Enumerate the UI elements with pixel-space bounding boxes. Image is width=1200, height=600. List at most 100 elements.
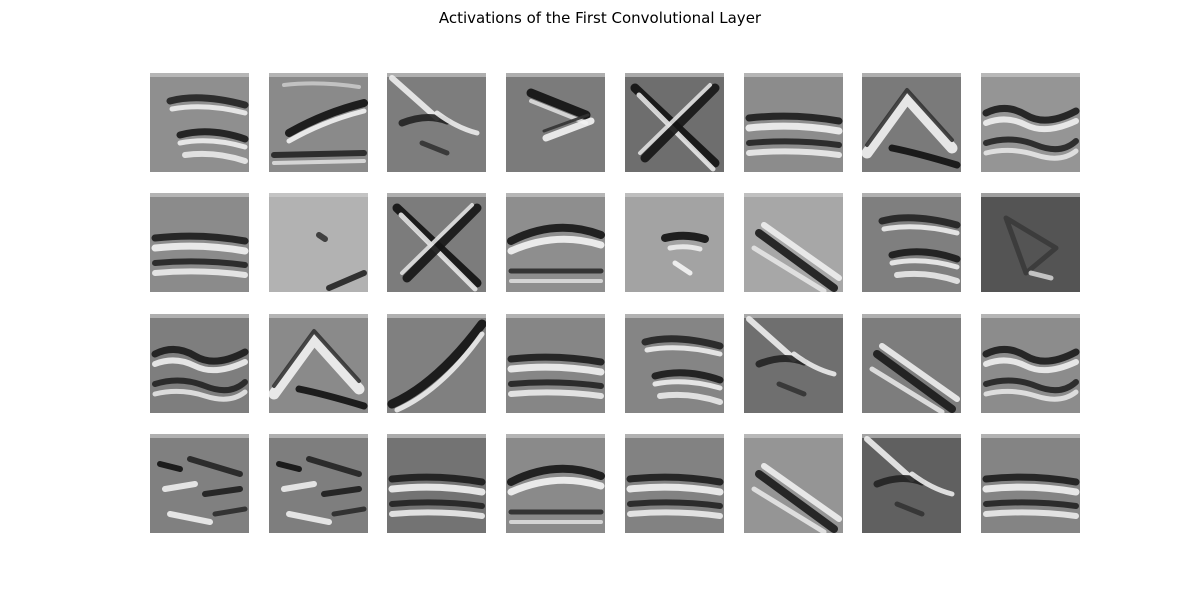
- activation-map-17: [150, 314, 249, 413]
- activation-stroke: [507, 476, 605, 496]
- activation-stroke: [776, 381, 807, 397]
- activation-stroke: [542, 117, 595, 142]
- activation-map-6-image: [744, 73, 843, 172]
- activation-map-16: [981, 193, 1080, 292]
- activation-map-14: [744, 193, 843, 292]
- activation-stroke: [182, 150, 248, 164]
- activation-map-6: [744, 73, 843, 172]
- activation-map-4-image: [506, 73, 605, 172]
- activation-stroke: [864, 436, 915, 482]
- activation-edge: [862, 314, 961, 318]
- activation-stroke: [983, 499, 1079, 509]
- activation-map-9: [150, 193, 249, 292]
- activation-map-20-image: [506, 314, 605, 413]
- activation-edge: [387, 73, 486, 77]
- activation-stroke: [881, 224, 960, 236]
- activation-background: [862, 73, 961, 172]
- activation-edge: [625, 434, 724, 438]
- activation-stroke: [657, 391, 723, 405]
- activation-stroke: [272, 329, 361, 388]
- activation-stroke: [640, 83, 720, 163]
- activation-map-16-image: [981, 193, 1080, 292]
- activation-stroke: [157, 461, 183, 472]
- activation-stroke: [982, 473, 1080, 486]
- activation-background: [625, 193, 724, 292]
- activation-stroke: [982, 105, 1080, 124]
- activation-edge: [862, 434, 961, 438]
- activation-map-32-image: [981, 434, 1080, 533]
- activation-stroke: [326, 270, 367, 291]
- activation-stroke: [746, 138, 842, 148]
- activation-stroke: [151, 346, 249, 365]
- activation-edge: [150, 434, 249, 438]
- activation-stroke: [983, 116, 1079, 133]
- activation-stroke: [627, 509, 723, 519]
- activation-stroke: [169, 104, 248, 116]
- activation-stroke: [745, 112, 843, 125]
- figure-title: Activations of the First Convolutional L…: [438, 9, 762, 27]
- activation-map-23: [862, 314, 961, 413]
- activation-map-29: [625, 434, 724, 533]
- activation-edge: [744, 314, 843, 318]
- activation-map-17-image: [150, 314, 249, 413]
- activation-stroke: [626, 483, 724, 496]
- activation-stroke: [507, 464, 605, 486]
- activation-edge: [387, 314, 486, 318]
- activation-map-32: [981, 434, 1080, 533]
- activation-stroke: [202, 486, 243, 497]
- activation-edge: [269, 73, 368, 77]
- activation-map-26-image: [269, 434, 368, 533]
- activation-edge: [862, 73, 961, 77]
- activation-stroke: [388, 473, 486, 486]
- activation-edge: [744, 434, 843, 438]
- activation-map-25: [150, 434, 249, 533]
- activation-stroke: [286, 511, 332, 525]
- activation-stroke: [983, 388, 1079, 402]
- activation-stroke: [888, 144, 961, 169]
- activation-map-29-image: [625, 434, 724, 533]
- activation-stroke: [888, 248, 961, 263]
- activation-edge: [150, 193, 249, 197]
- activation-map-15-image: [862, 193, 961, 292]
- activation-stroke: [507, 363, 605, 376]
- activation-stroke: [400, 203, 474, 275]
- activation-map-8: [981, 73, 1080, 172]
- activation-stroke: [761, 222, 842, 281]
- activation-stroke: [894, 501, 925, 517]
- activation-stroke: [419, 140, 450, 156]
- activation-stroke: [638, 83, 712, 155]
- activation-edge: [269, 314, 368, 318]
- activation-stroke: [894, 270, 960, 284]
- activation-map-27: [387, 434, 486, 533]
- activation-map-30: [744, 434, 843, 533]
- activation-map-23-image: [862, 314, 961, 413]
- activation-stroke: [269, 333, 365, 400]
- activation-stroke: [1028, 270, 1054, 281]
- activation-stroke: [983, 136, 1079, 153]
- activation-stroke: [162, 481, 198, 492]
- activation-map-27-image: [387, 434, 486, 533]
- activation-stroke: [626, 473, 724, 486]
- activation-edge: [506, 434, 605, 438]
- activation-map-7-image: [862, 73, 961, 172]
- activation-map-11: [387, 193, 486, 292]
- activation-stroke: [667, 244, 703, 252]
- activation-stroke: [167, 511, 213, 525]
- activation-stroke: [152, 388, 248, 402]
- activation-stroke: [388, 483, 486, 496]
- activation-map-2-image: [269, 73, 368, 172]
- activation-stroke: [644, 345, 723, 357]
- activation-map-22: [744, 314, 843, 413]
- activation-map-15: [862, 193, 961, 292]
- activation-map-5: [625, 73, 724, 172]
- activation-map-31: [862, 434, 961, 533]
- activation-edge: [862, 193, 961, 197]
- activation-stroke: [751, 486, 827, 533]
- activation-stroke: [755, 470, 838, 533]
- activation-stroke: [152, 258, 248, 268]
- activation-stroke: [862, 92, 958, 159]
- activation-edge: [387, 434, 486, 438]
- activation-map-18: [269, 314, 368, 413]
- activation-stroke: [873, 350, 956, 413]
